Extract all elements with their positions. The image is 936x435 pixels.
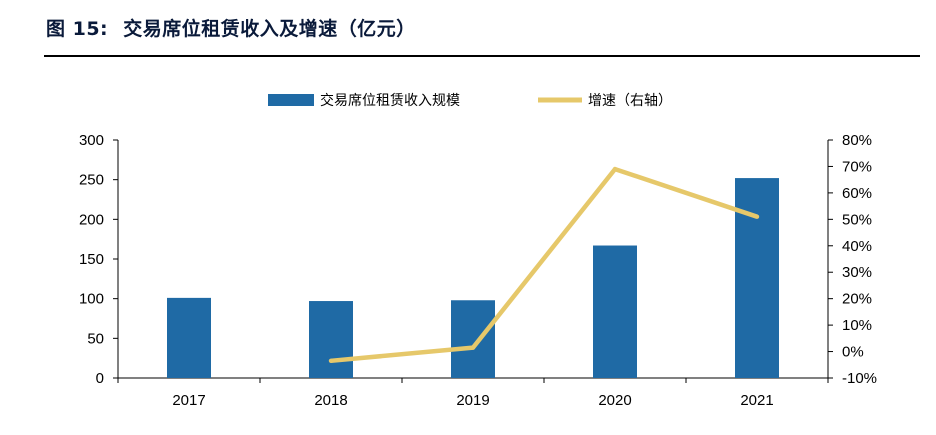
bar-2017 [167,297,211,378]
right-tick-label: 30% [842,264,872,281]
figure-title: 图 15: 交易席位租赁收入及增速（亿元） [46,14,416,41]
growth-line [330,166,758,364]
growth-point-2019 [470,345,476,350]
right-tick-label: 50% [842,211,872,228]
x-tick-label: 2021 [740,392,773,409]
growth-point-2020 [612,166,618,172]
left-tick-label: 50 [87,330,104,347]
title-rule [44,55,920,57]
bar-2021 [735,178,779,378]
x-tick-label: 2019 [456,392,489,409]
right-tick-label: 20% [842,291,872,308]
right-tick-label: 10% [842,317,872,334]
x-tick-label: 2017 [172,392,205,409]
right-tick-label: -10% [842,370,877,387]
left-tick-label: 200 [79,211,104,228]
bar-2018 [309,301,353,378]
legend-bar-label: 交易席位租赁收入规模 [320,92,460,109]
bar-2020 [593,245,637,378]
growth-point-2018 [328,358,334,364]
x-tick-label: 2020 [598,392,631,409]
left-tick-label: 0 [96,370,104,387]
figure-number: 图 15: [46,18,109,40]
left-tick-label: 100 [79,291,104,308]
left-tick-label: 250 [79,172,104,189]
x-tick-label: 2018 [314,392,347,409]
left-tick-label: 300 [79,132,104,149]
legend-bar-swatch [268,94,314,106]
bar-2019 [451,300,495,378]
right-tick-label: 60% [842,185,872,202]
figure-title-text: 交易席位租赁收入及增速（亿元） [123,18,416,40]
right-tick-label: 40% [842,238,872,255]
right-tick-label: 70% [842,158,872,175]
legend-line-label: 增速（右轴） [588,93,672,109]
right-tick-label: 80% [842,132,872,149]
growth-point-2021 [754,214,760,219]
right-tick-label: 0% [842,344,864,361]
left-tick-label: 150 [79,251,104,268]
